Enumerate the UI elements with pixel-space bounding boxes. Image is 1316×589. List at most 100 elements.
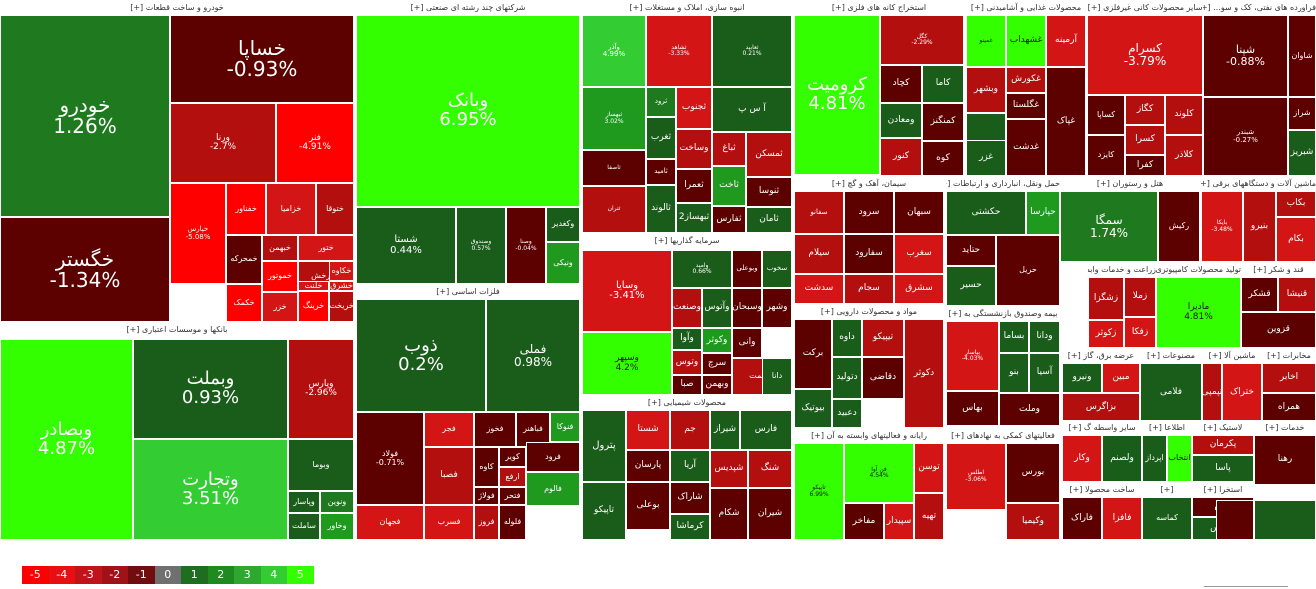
stock-tile[interactable]: ثعمرا [676,169,712,203]
stock-tile[interactable]: شبریز [1288,130,1316,176]
stock-tile[interactable]: رهنا [1254,435,1316,485]
stock-tile[interactable]: کسرام -3.79% [1087,15,1203,95]
stock-tile[interactable]: ساملت [288,513,320,540]
stock-tile[interactable]: غدشت [1006,119,1046,176]
stock-tile[interactable]: بنو [999,353,1029,393]
stock-tile[interactable]: بایکا -3.48% [1201,191,1243,262]
stock-tile[interactable]: فولاژ [474,487,499,505]
stock-tile[interactable]: فجر [424,412,474,447]
stock-tile[interactable]: ثجنوب [676,87,712,129]
sector-title[interactable]: مواد و محصولات دارویی [+] [794,304,944,319]
stock-tile[interactable]: وبشهر [966,67,1006,113]
stock-tile[interactable]: سپیدار [884,503,914,540]
stock-tile[interactable]: فجهان [356,505,424,540]
stock-tile[interactable]: ثنوسا [746,177,792,207]
sector-title[interactable]: انبوه سازی، املاک و مستغلات [+] [582,0,792,15]
stock-tile[interactable]: کگاز [1125,95,1165,125]
stock-tile[interactable]: فباهنر [516,412,550,447]
stock-tile[interactable]: سشرق [894,274,944,304]
stock-tile[interactable]: وکیمیا [1006,503,1060,540]
stock-tile[interactable]: آسیا [1029,353,1060,393]
stock-tile[interactable]: بنیرو [1243,191,1276,262]
stock-tile[interactable]: شکام [710,488,748,540]
stock-tile[interactable]: خشرق [329,281,354,291]
stock-tile[interactable]: وپاسار [288,491,320,513]
sector-title[interactable]: سرمایه گذاریها [+] [582,233,792,248]
stock-tile[interactable]: خودرو 1.26% [0,15,170,217]
stock-tile[interactable]: جم [670,410,710,450]
sector-title[interactable]: زراعت و خدمات وابسته [+] [1088,262,1156,277]
stock-tile[interactable]: وتوس [672,350,702,375]
stock-tile[interactable]: فولاد -0.71% [356,412,424,505]
stock-tile[interactable]: دعبید [832,399,862,428]
sector-title[interactable]: خودرو و ساخت قطعات [+] [0,0,354,15]
stock-tile[interactable]: سمگا 1.74% [1060,191,1158,262]
stock-tile[interactable]: بوعلی [626,482,670,530]
stock-tile[interactable]: وخاور [320,513,354,540]
stock-tile[interactable]: وتجارت 3.51% [133,439,288,540]
stock-tile[interactable]: وبانک 6.95% [356,15,580,207]
stock-tile[interactable]: سرچ [702,353,732,375]
stock-tile[interactable]: کایزد [1087,135,1125,176]
stock-tile[interactable]: ثالوند [646,185,676,233]
stock-tile[interactable]: فلوله [499,505,526,540]
stock-tile[interactable]: کویر [499,447,526,467]
stock-tile[interactable]: کرومیت 4.81% [794,15,880,175]
stock-tile[interactable]: وسپهر 4.2% [582,332,672,395]
sector-title[interactable]: ماشین آلات و دستگاههای برقی [+] [1201,176,1316,191]
stock-tile[interactable]: فاراک [1062,497,1102,540]
stock-tile[interactable]: تاپیکو [582,482,626,540]
stock-tile[interactable]: شنگ [748,450,792,488]
sector-title[interactable]: بانکها و موسسات اعتباری [+] [0,322,354,337]
stock-tile[interactable]: غکورش [1006,67,1046,93]
sector-title[interactable]: قند و شکر [+] [1241,262,1316,277]
stock-tile[interactable]: ثرود [646,87,676,117]
stock-tile[interactable]: وبهمن [702,375,732,395]
stock-tile[interactable]: زکوثر [1088,320,1124,348]
stock-tile[interactable]: وکوثر [702,328,732,353]
stock-tile[interactable]: شیراز [710,410,740,450]
sector-title[interactable]: رایانه و فعالیتهای وابسته به آن [+] [794,428,944,443]
stock-tile[interactable]: غمینو [966,15,1006,67]
stock-tile[interactable]: ثتران [582,186,646,233]
stock-tile[interactable]: غشهداب [1006,15,1046,67]
stock-tile[interactable]: وصنا -0.04% [506,207,546,284]
stock-tile[interactable]: بیوتیک [794,389,832,428]
sector-title[interactable]: هتل و رستوران [+] [1060,176,1200,191]
stock-tile[interactable]: فرود [526,442,580,472]
stock-tile[interactable]: شاراک [670,482,710,514]
stock-tile[interactable]: پکرمان [1192,435,1254,455]
stock-tile[interactable]: کلوند [1165,95,1203,135]
sector-title[interactable]: سیمان، آهک و گچ [+] [794,176,944,191]
stock-tile[interactable]: آ س پ [712,87,792,132]
stock-tile[interactable]: غپاک [1046,67,1086,176]
sector-title[interactable]: تولید محصولات کامپیوتری [+] [1156,262,1241,277]
stock-tile[interactable]: فالوم [526,472,580,506]
stock-tile[interactable]: وآوا [672,328,702,350]
stock-tile[interactable]: وساخت [676,129,712,169]
sector-title[interactable]: مصنوعات [+] [1140,348,1202,363]
stock-tile[interactable]: برکت [794,319,832,389]
stock-tile[interactable]: سرود [844,191,894,234]
stock-tile[interactable]: کوه [922,141,964,176]
sector-title[interactable]: اطلاعا [+] [1142,420,1192,435]
stock-tile[interactable]: داوه [832,319,862,357]
stock-tile[interactable]: کرماشا [670,514,710,540]
stock-tile[interactable]: فصبا [424,447,474,505]
stock-tile-small[interactable] [1216,500,1254,540]
stock-tile[interactable]: ثشاهد -3.33% [646,15,712,87]
stock-tile[interactable]: دکوثر [904,319,944,428]
stock-tile[interactable]: وصنعت [672,288,702,328]
stock-tile[interactable]: صبا [672,375,702,395]
sector-title[interactable]: فراورده های نفتی، کک و سو... [+] [1203,0,1316,15]
stock-tile[interactable]: تیپیکو [862,319,904,357]
stock-tile[interactable]: خپارس -5.08% [170,183,226,284]
stock-tile[interactable]: خساپا -0.93% [170,15,354,103]
stock-tile[interactable]: حکشتی [946,191,1026,235]
stock-tile[interactable]: شیران [748,488,792,540]
stock-tile[interactable]: وبصادر 4.87% [0,339,133,540]
stock-tile[interactable]: ثباغ [712,132,746,166]
stock-tile[interactable]: شپنا -0.88% [1203,15,1288,97]
stock-tile[interactable]: سغرب [894,234,944,274]
stock-tile[interactable]: حتاید [946,235,996,266]
